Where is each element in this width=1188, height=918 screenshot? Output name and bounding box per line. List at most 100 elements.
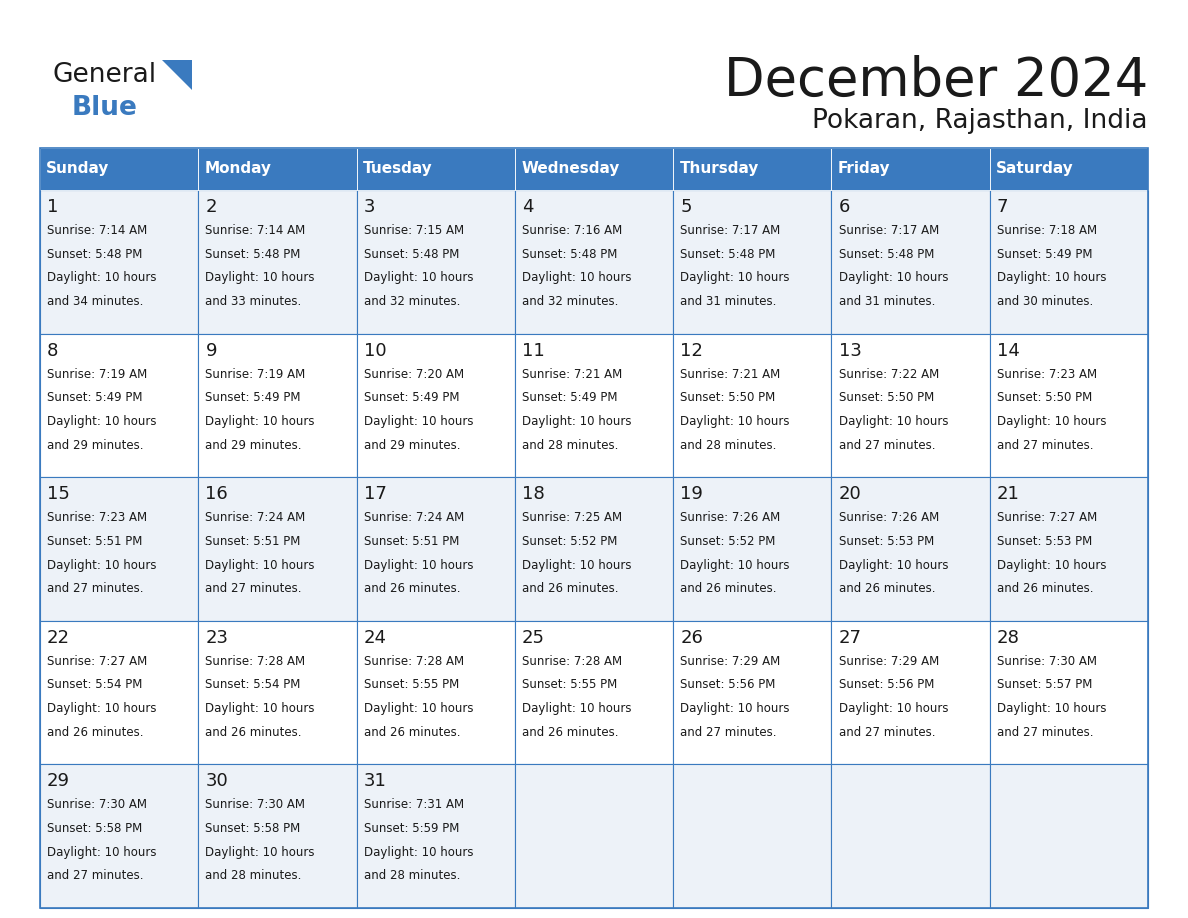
Text: Sunset: 5:48 PM: Sunset: 5:48 PM [48, 248, 143, 261]
Text: Daylight: 10 hours: Daylight: 10 hours [206, 558, 315, 572]
Text: Daylight: 10 hours: Daylight: 10 hours [522, 558, 632, 572]
Text: 3: 3 [364, 198, 375, 216]
Text: Sunrise: 7:24 AM: Sunrise: 7:24 AM [364, 511, 465, 524]
Text: Sunset: 5:49 PM: Sunset: 5:49 PM [364, 391, 460, 404]
Text: and 28 minutes.: and 28 minutes. [681, 439, 777, 452]
Bar [514, 477, 674, 621]
Text: Sunrise: 7:29 AM: Sunrise: 7:29 AM [681, 655, 781, 667]
Text: Daylight: 10 hours: Daylight: 10 hours [364, 415, 473, 428]
Bar [990, 621, 1148, 765]
Bar [356, 621, 514, 765]
Bar [832, 765, 990, 908]
Text: and 26 minutes.: and 26 minutes. [839, 582, 935, 595]
Text: Sunset: 5:54 PM: Sunset: 5:54 PM [48, 678, 143, 691]
Text: and 30 minutes.: and 30 minutes. [997, 295, 1093, 308]
Text: Sunrise: 7:14 AM: Sunrise: 7:14 AM [206, 224, 305, 237]
Text: 23: 23 [206, 629, 228, 647]
Text: and 32 minutes.: and 32 minutes. [522, 295, 619, 308]
Text: 13: 13 [839, 341, 861, 360]
Text: Sunrise: 7:15 AM: Sunrise: 7:15 AM [364, 224, 463, 237]
Text: Thursday: Thursday [680, 162, 759, 176]
Text: and 27 minutes.: and 27 minutes. [681, 726, 777, 739]
Text: Sunrise: 7:20 AM: Sunrise: 7:20 AM [364, 367, 463, 381]
Text: Sunrise: 7:23 AM: Sunrise: 7:23 AM [997, 367, 1097, 381]
Text: and 26 minutes.: and 26 minutes. [364, 726, 460, 739]
Text: and 28 minutes.: and 28 minutes. [522, 439, 619, 452]
Text: and 32 minutes.: and 32 minutes. [364, 295, 460, 308]
Text: December 2024: December 2024 [723, 55, 1148, 107]
Text: Daylight: 10 hours: Daylight: 10 hours [206, 272, 315, 285]
Text: Daylight: 10 hours: Daylight: 10 hours [522, 272, 632, 285]
Text: and 26 minutes.: and 26 minutes. [997, 582, 1093, 595]
Text: Sunset: 5:55 PM: Sunset: 5:55 PM [364, 678, 459, 691]
Text: Sunset: 5:51 PM: Sunset: 5:51 PM [48, 535, 143, 548]
Bar [40, 190, 198, 333]
Text: and 28 minutes.: and 28 minutes. [206, 869, 302, 882]
Text: Daylight: 10 hours: Daylight: 10 hours [48, 415, 157, 428]
Bar [514, 148, 674, 190]
Text: Daylight: 10 hours: Daylight: 10 hours [206, 845, 315, 858]
Text: Saturday: Saturday [996, 162, 1074, 176]
Text: 29: 29 [48, 772, 70, 790]
Text: 7: 7 [997, 198, 1009, 216]
Text: Sunrise: 7:19 AM: Sunrise: 7:19 AM [206, 367, 305, 381]
Text: 12: 12 [681, 341, 703, 360]
Text: 5: 5 [681, 198, 691, 216]
Text: Sunset: 5:55 PM: Sunset: 5:55 PM [522, 678, 618, 691]
Bar [832, 148, 990, 190]
Text: Sunset: 5:54 PM: Sunset: 5:54 PM [206, 678, 301, 691]
Text: 16: 16 [206, 486, 228, 503]
Text: Daylight: 10 hours: Daylight: 10 hours [997, 272, 1106, 285]
Text: Daylight: 10 hours: Daylight: 10 hours [681, 272, 790, 285]
Bar [832, 333, 990, 477]
Text: Daylight: 10 hours: Daylight: 10 hours [681, 415, 790, 428]
Bar [356, 190, 514, 333]
Text: Sunset: 5:50 PM: Sunset: 5:50 PM [839, 391, 934, 404]
Text: 14: 14 [997, 341, 1019, 360]
Text: Daylight: 10 hours: Daylight: 10 hours [364, 272, 473, 285]
Bar [198, 477, 356, 621]
Text: Daylight: 10 hours: Daylight: 10 hours [522, 415, 632, 428]
Text: Daylight: 10 hours: Daylight: 10 hours [997, 415, 1106, 428]
Text: Sunrise: 7:18 AM: Sunrise: 7:18 AM [997, 224, 1097, 237]
Text: Sunset: 5:48 PM: Sunset: 5:48 PM [206, 248, 301, 261]
Text: Sunrise: 7:26 AM: Sunrise: 7:26 AM [839, 511, 939, 524]
Text: Sunrise: 7:28 AM: Sunrise: 7:28 AM [364, 655, 463, 667]
Text: Daylight: 10 hours: Daylight: 10 hours [997, 558, 1106, 572]
Text: and 26 minutes.: and 26 minutes. [522, 726, 619, 739]
Text: Daylight: 10 hours: Daylight: 10 hours [839, 702, 948, 715]
Text: Sunrise: 7:22 AM: Sunrise: 7:22 AM [839, 367, 939, 381]
Bar [40, 333, 198, 477]
Text: Daylight: 10 hours: Daylight: 10 hours [364, 558, 473, 572]
Bar [990, 148, 1148, 190]
Text: Sunset: 5:48 PM: Sunset: 5:48 PM [681, 248, 776, 261]
Text: Sunrise: 7:30 AM: Sunrise: 7:30 AM [48, 799, 147, 812]
Text: and 27 minutes.: and 27 minutes. [839, 726, 935, 739]
Bar [990, 333, 1148, 477]
Text: 28: 28 [997, 629, 1019, 647]
Text: Daylight: 10 hours: Daylight: 10 hours [48, 845, 157, 858]
Text: 11: 11 [522, 341, 545, 360]
Text: Sunday: Sunday [46, 162, 109, 176]
Text: and 29 minutes.: and 29 minutes. [48, 439, 144, 452]
Text: Sunrise: 7:23 AM: Sunrise: 7:23 AM [48, 511, 147, 524]
Bar [990, 477, 1148, 621]
Bar [198, 190, 356, 333]
Text: Sunset: 5:48 PM: Sunset: 5:48 PM [522, 248, 618, 261]
Text: and 34 minutes.: and 34 minutes. [48, 295, 144, 308]
Text: Sunset: 5:50 PM: Sunset: 5:50 PM [681, 391, 776, 404]
Text: 19: 19 [681, 486, 703, 503]
Text: Sunset: 5:49 PM: Sunset: 5:49 PM [206, 391, 301, 404]
Bar [832, 190, 990, 333]
Text: Daylight: 10 hours: Daylight: 10 hours [839, 558, 948, 572]
Text: Sunset: 5:49 PM: Sunset: 5:49 PM [997, 248, 1092, 261]
Text: 6: 6 [839, 198, 849, 216]
Text: Sunset: 5:56 PM: Sunset: 5:56 PM [681, 678, 776, 691]
Text: and 26 minutes.: and 26 minutes. [681, 582, 777, 595]
Text: and 31 minutes.: and 31 minutes. [839, 295, 935, 308]
Text: Sunset: 5:50 PM: Sunset: 5:50 PM [997, 391, 1092, 404]
Bar [514, 190, 674, 333]
Bar [198, 333, 356, 477]
Text: Sunset: 5:53 PM: Sunset: 5:53 PM [997, 535, 1092, 548]
Bar [832, 621, 990, 765]
